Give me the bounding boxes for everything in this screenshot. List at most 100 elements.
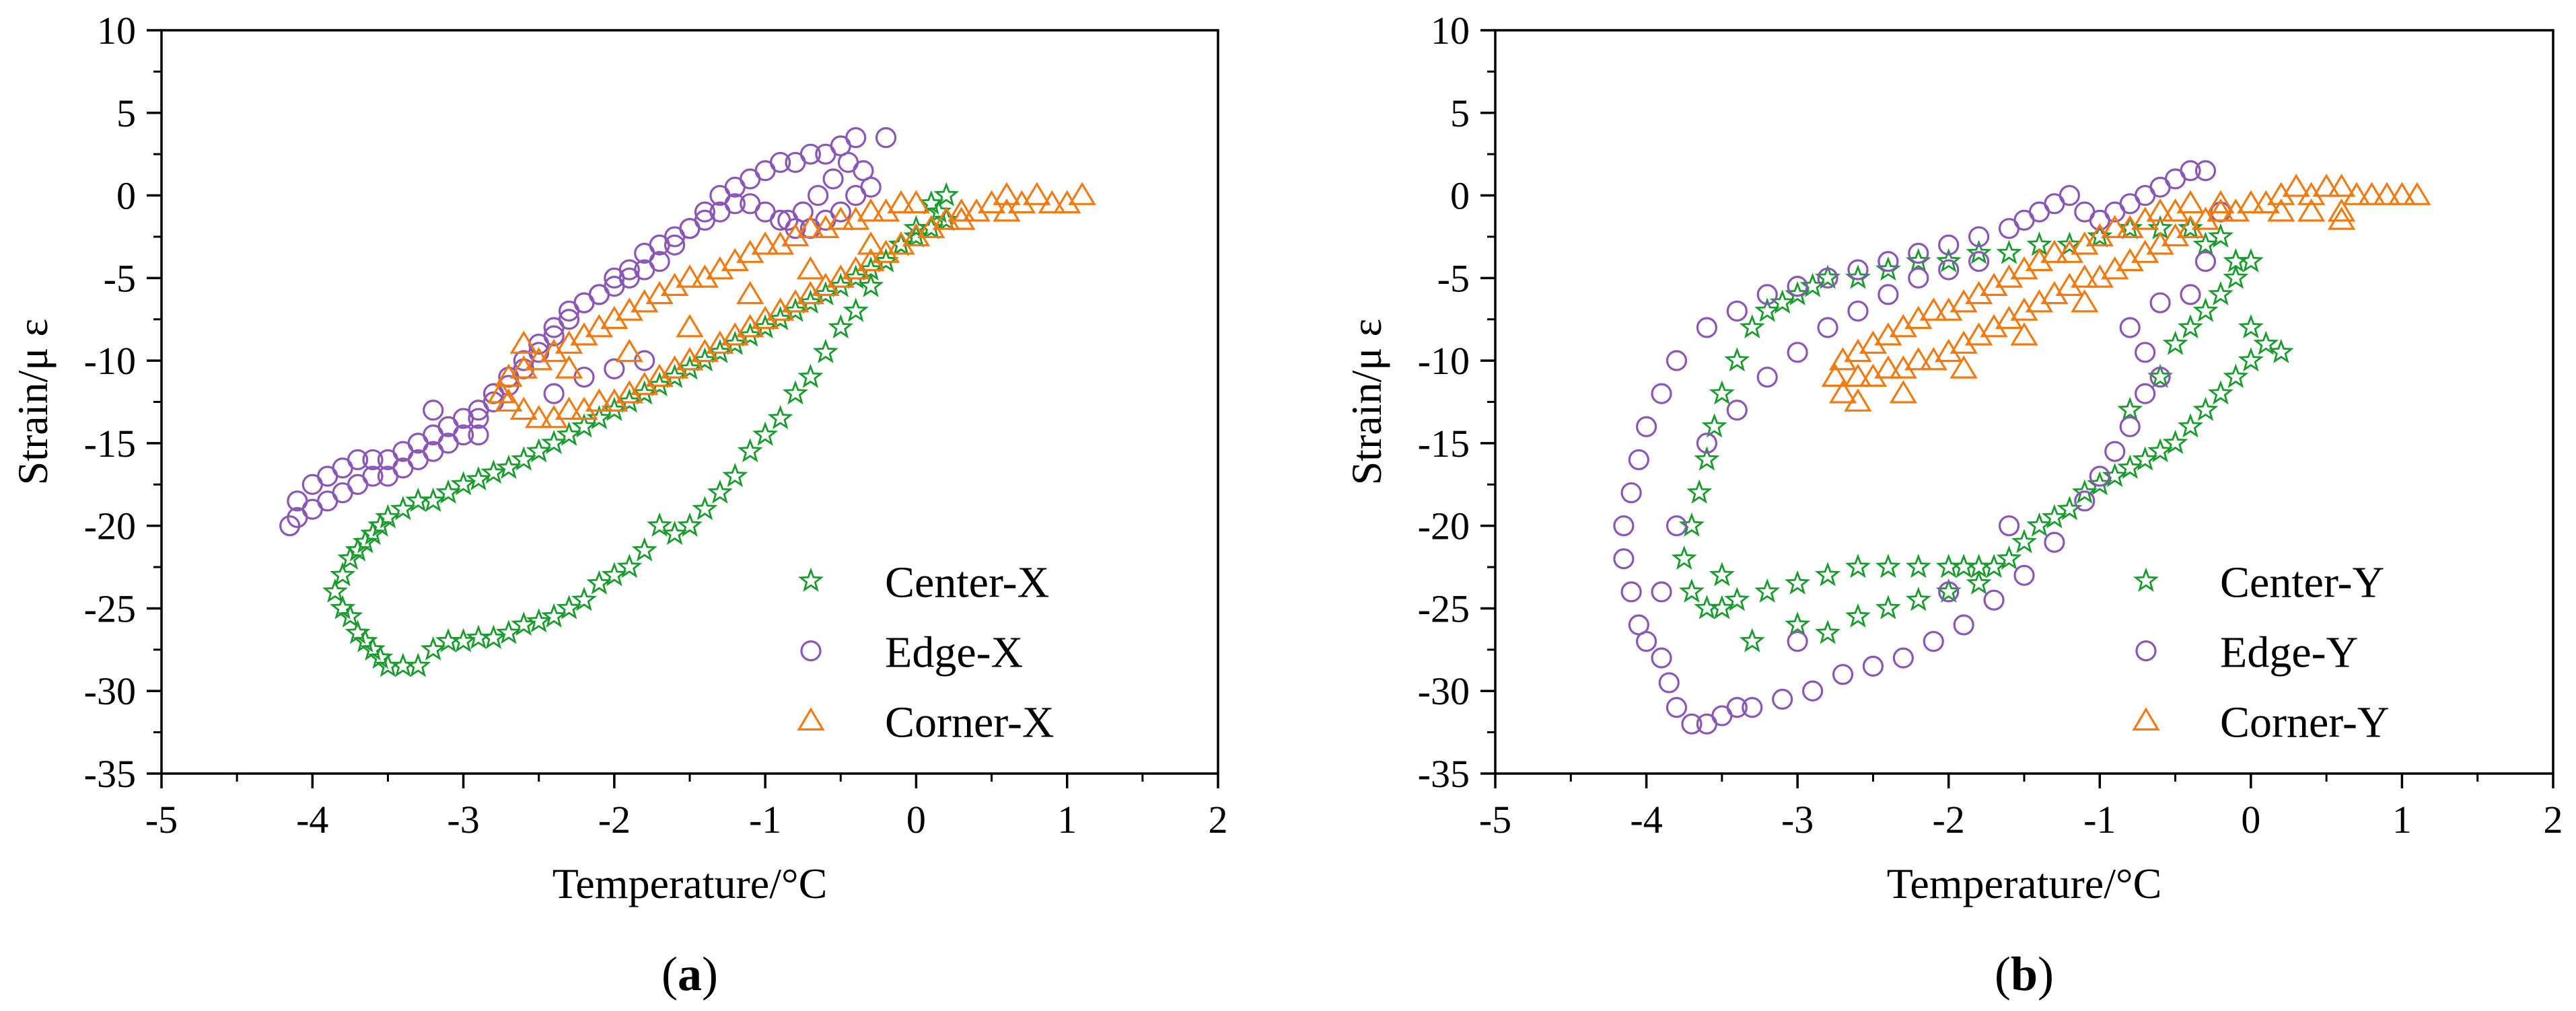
data-point (993, 182, 1021, 205)
data-point (2342, 182, 2371, 205)
data-point (812, 272, 840, 296)
data-point (2388, 182, 2417, 205)
data-point (1739, 313, 1765, 339)
data-point (888, 231, 914, 256)
data-point (2191, 207, 2220, 230)
data-point (2403, 182, 2431, 205)
data-point (2117, 396, 2143, 421)
data-point (1817, 267, 1838, 289)
data-point (2373, 182, 2401, 205)
data-point (1709, 562, 1735, 587)
data-point (857, 248, 885, 272)
data-point (2194, 160, 2217, 182)
data-point (2223, 363, 2249, 388)
data-point (1772, 688, 1793, 710)
x-tick-label: -5 (1479, 798, 1511, 841)
data-point (1651, 647, 1672, 669)
data-point (2102, 462, 2128, 488)
x-tick-label: 2 (2544, 798, 2563, 841)
data-point (1678, 512, 1705, 537)
data-point (2178, 215, 2203, 239)
data-point (377, 465, 399, 487)
data-point (1983, 589, 2005, 611)
data-point (1787, 630, 1808, 652)
data-point (2131, 239, 2159, 263)
y-tick-label: -20 (1418, 504, 1470, 548)
data-point (615, 297, 643, 321)
data-point (616, 388, 643, 413)
data-point (2207, 380, 2234, 405)
data-point (588, 284, 610, 305)
data-point (2056, 231, 2083, 256)
data-point (585, 388, 614, 412)
data-point (1651, 581, 1672, 603)
data-point (1889, 313, 1918, 338)
data-point (2010, 256, 2038, 280)
data-point (1874, 322, 1902, 346)
data-point (450, 471, 476, 496)
y-tick-label: -20 (84, 504, 136, 548)
data-point (1996, 545, 2022, 570)
legend-label: Edge-X (885, 628, 1023, 677)
data-point (495, 388, 523, 412)
data-point (837, 151, 859, 174)
data-point (808, 184, 829, 207)
data-point (767, 405, 793, 430)
data-point (554, 396, 583, 420)
y-tick-label: 5 (116, 91, 136, 135)
data-point (1814, 562, 1841, 587)
data-point (1635, 630, 1657, 652)
data-point (796, 256, 825, 280)
data-point (1628, 449, 1649, 471)
data-point (660, 355, 689, 379)
data-point (783, 297, 808, 322)
data-point (495, 620, 522, 644)
data-point (2253, 330, 2279, 355)
data-point (660, 272, 689, 296)
data-point (1802, 680, 1824, 702)
data-point (902, 190, 931, 214)
data-point (2101, 215, 2129, 238)
data-point (1844, 338, 1872, 363)
data-point (830, 201, 851, 223)
data-point (2026, 512, 2052, 537)
data-point (875, 127, 897, 149)
data-point (468, 408, 489, 429)
data-point (721, 248, 749, 272)
data-point (947, 207, 976, 230)
data-point (556, 595, 582, 620)
data-point (2135, 383, 2156, 404)
data-point (2101, 256, 2129, 280)
data-point (2041, 504, 2067, 529)
data-point (766, 231, 795, 255)
data-point (826, 264, 855, 288)
data-point (360, 636, 386, 661)
data-point (554, 355, 583, 379)
series-center-x (322, 182, 960, 677)
data-point (279, 515, 301, 537)
data-point (1787, 276, 1808, 297)
data-point (1859, 363, 1888, 387)
data-point (1694, 595, 1720, 620)
data-point (873, 248, 899, 272)
legend-marker (800, 640, 822, 662)
data-point (1980, 313, 2008, 338)
data-point (645, 280, 674, 305)
data-point (902, 223, 931, 247)
data-point (631, 537, 657, 562)
data-point (797, 363, 824, 388)
data-point (707, 338, 733, 364)
data-point (631, 380, 657, 405)
data-point (1671, 545, 1697, 570)
y-tick-label: 0 (116, 174, 136, 218)
data-point (2194, 251, 2217, 272)
data-point (1620, 581, 1642, 603)
data-point (2207, 223, 2234, 248)
data-point (1651, 383, 1672, 404)
legend-label: Corner-Y (2220, 698, 2390, 747)
data-point (615, 380, 643, 404)
x-tick-label: -2 (1933, 798, 1965, 841)
data-point (480, 459, 507, 484)
data-point (1007, 190, 1036, 214)
data-point (616, 554, 643, 578)
